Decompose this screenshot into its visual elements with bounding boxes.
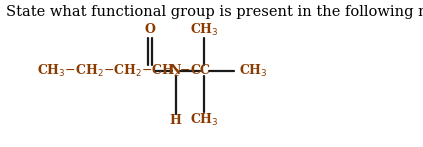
- Text: State what functional group is present in the following molecule:: State what functional group is present i…: [6, 5, 423, 19]
- Text: CH$_3$: CH$_3$: [190, 22, 218, 38]
- Text: CH$_3$: CH$_3$: [239, 62, 268, 79]
- Text: O: O: [144, 23, 155, 36]
- Text: CH$_3$$-$CH$_2$$-$CH$_2$$-$CH$_2$$-$C: CH$_3$$-$CH$_2$$-$CH$_2$$-$CH$_2$$-$C: [37, 62, 201, 79]
- Text: C: C: [199, 64, 209, 77]
- Text: CH$_3$: CH$_3$: [190, 112, 218, 128]
- Text: N: N: [170, 64, 181, 77]
- Text: H: H: [170, 114, 181, 127]
